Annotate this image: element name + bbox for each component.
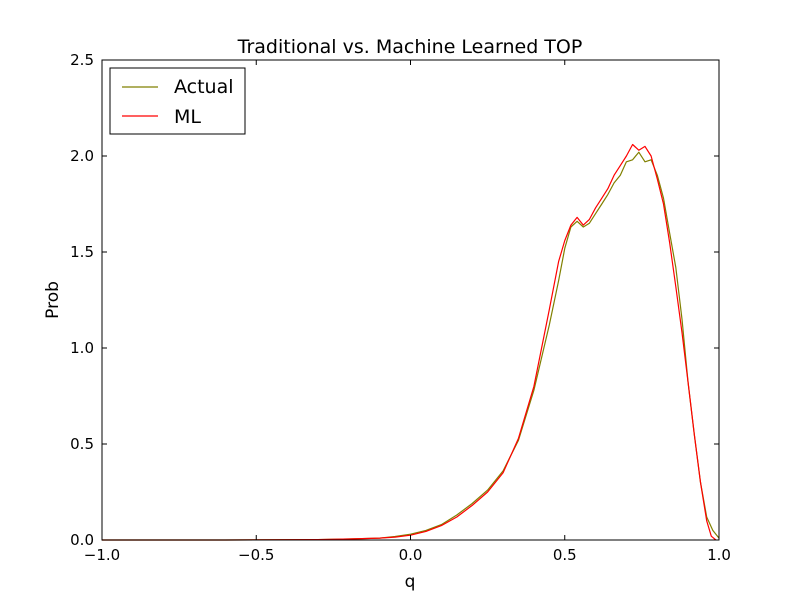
- ticks-layer: −1.0 −0.5 0.0 0.5 1.0 0.0 0.5 1.0 1.5 2.0 2.5: [70, 51, 731, 564]
- x-axis-label: q: [405, 572, 416, 592]
- series-layer: [102, 143, 720, 541]
- y-tick-label: 0.5: [70, 435, 94, 453]
- series-line-actual: [102, 151, 720, 541]
- x-tick-label: 0.0: [399, 546, 423, 564]
- legend: Actual ML: [109, 67, 246, 135]
- legend-label-actual: Actual: [174, 76, 234, 98]
- y-axis-label: Prob: [43, 281, 63, 319]
- legend-label-ml: ML: [174, 106, 201, 128]
- series-line-ml: [102, 143, 717, 541]
- y-tick-label: 2.0: [70, 147, 94, 165]
- x-tick-label: 0.5: [553, 546, 577, 564]
- x-tick-label: −1.0: [84, 546, 120, 564]
- chart-title: Traditional vs. Machine Learned TOP: [237, 36, 583, 58]
- x-tick-label: 1.0: [707, 546, 731, 564]
- x-tick-label: −0.5: [238, 546, 274, 564]
- y-tick-label: 1.5: [70, 243, 94, 261]
- y-tick-label: 1.0: [70, 339, 94, 357]
- plot-frame: [101, 59, 720, 541]
- legend-box: [109, 67, 246, 135]
- y-tick-label: 0.0: [70, 531, 94, 549]
- y-tick-label: 2.5: [70, 51, 94, 69]
